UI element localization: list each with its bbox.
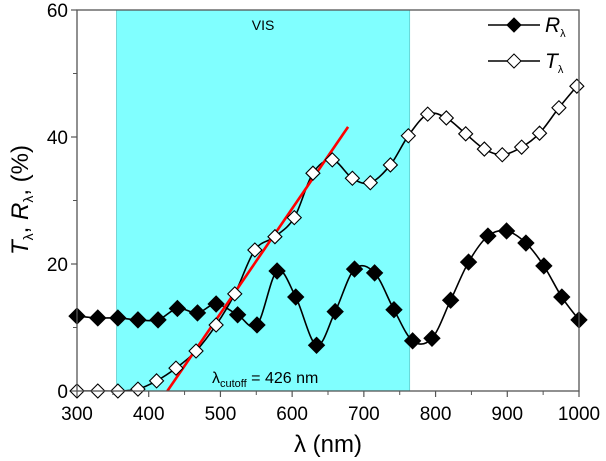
t-marker-17 — [400, 127, 417, 144]
legend-marker-r — [506, 17, 522, 33]
r-marker-8 — [228, 306, 247, 324]
t-marker-11 — [286, 209, 303, 226]
y-tick-label-60: 60 — [47, 1, 68, 22]
r-marker-25 — [553, 288, 571, 306]
x-axis-title: λ (nm) — [294, 431, 362, 458]
t-marker-8 — [226, 286, 243, 302]
y-title-unit: , (%) — [7, 145, 34, 196]
r-marker-6 — [188, 304, 207, 322]
t-marker-6 — [188, 343, 204, 359]
y-axis-title: Tλ, Rλ, (%) — [7, 145, 36, 255]
cutoff-subscript: cutoff — [220, 378, 248, 390]
r-marker-14 — [345, 260, 364, 278]
x-tick-label-300: 300 — [61, 404, 93, 425]
t-marker-13 — [324, 152, 341, 168]
legend-marker-t — [506, 53, 522, 69]
r-marker-3 — [129, 311, 147, 329]
vis-label: VIS — [252, 17, 275, 33]
t-marker-24 — [531, 125, 548, 141]
x-tick-label-400: 400 — [133, 404, 165, 425]
t-marker-23 — [513, 139, 530, 155]
r-marker-24 — [535, 257, 553, 275]
t-marker-9 — [247, 242, 263, 258]
t-marker-12 — [305, 165, 321, 181]
cutoff-annotation: λcutoff = 426 nm — [212, 370, 318, 390]
y-title-r: R — [7, 203, 34, 220]
t-marker-21 — [476, 141, 493, 157]
y-title-t: T — [7, 238, 34, 255]
r-marker-2 — [109, 309, 127, 327]
t-marker-7 — [208, 317, 224, 333]
t-marker-16 — [382, 157, 399, 173]
t-marker-10 — [267, 228, 283, 245]
r-marker-9 — [248, 316, 266, 334]
t-marker-3 — [130, 381, 146, 397]
r-marker-20 — [459, 253, 478, 271]
x-tick-label-800: 800 — [420, 404, 452, 425]
t-marker-20 — [457, 126, 474, 142]
r-marker-18 — [423, 329, 441, 348]
legend-label-t: Tλ — [545, 50, 564, 76]
t-marker-14 — [344, 170, 361, 187]
x-tick-label-900: 900 — [491, 404, 523, 425]
t-marker-22 — [494, 147, 511, 163]
r-marker-1 — [89, 309, 107, 327]
cutoff-value: = 426 nm — [247, 370, 319, 387]
legend-label-r: Rλ — [545, 14, 566, 40]
t-marker-5 — [168, 360, 184, 376]
t-marker-4 — [148, 373, 165, 389]
y-tick-label-40: 40 — [47, 128, 68, 149]
r-marker-23 — [517, 234, 535, 252]
y-title-sep1: , — [7, 220, 34, 233]
r-marker-4 — [149, 311, 167, 329]
vis-region — [116, 10, 411, 391]
r-marker-22 — [497, 222, 516, 240]
r-marker-15 — [365, 264, 384, 282]
r-marker-13 — [326, 302, 344, 321]
r-marker-10 — [268, 262, 286, 280]
t-marker-26 — [569, 78, 585, 94]
x-tick-label-1000: 1000 — [558, 404, 600, 425]
r-marker-16 — [385, 301, 403, 319]
t-marker-25 — [551, 100, 567, 116]
y-title-r-sub: λ — [20, 196, 36, 203]
y-tick-label-0: 0 — [57, 382, 68, 403]
cutoff-lambda: λ — [212, 370, 220, 387]
x-tick-label-700: 700 — [348, 404, 380, 425]
y-title-t-sub: λ — [20, 233, 36, 240]
r-marker-11 — [287, 288, 305, 306]
r-marker-7 — [207, 295, 225, 313]
r-marker-17 — [403, 332, 422, 350]
t-marker-19 — [438, 110, 455, 126]
x-tick-label-600: 600 — [276, 404, 308, 425]
r-marker-21 — [479, 227, 497, 245]
y-tick-label-20: 20 — [47, 255, 68, 276]
r-marker-12 — [307, 336, 326, 354]
t-marker-15 — [362, 174, 379, 191]
t-marker-18 — [419, 106, 436, 122]
r-marker-5 — [168, 299, 187, 318]
r-marker-19 — [441, 291, 460, 309]
x-tick-label-500: 500 — [205, 404, 237, 425]
legend: Rλ Tλ — [488, 14, 566, 76]
